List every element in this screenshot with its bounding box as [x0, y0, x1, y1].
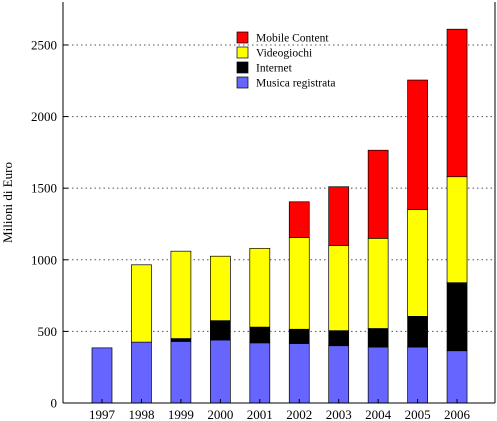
bar-segment-musica-registrata — [367, 346, 389, 404]
legend-label: Videogiochi — [256, 48, 312, 60]
bar-segment-videogiochi — [407, 209, 428, 317]
x-tick-label: 2001 — [247, 407, 273, 421]
bar-segment-internet — [407, 316, 428, 348]
bar-segment-mobile-content — [367, 149, 389, 239]
bar-segment-videogiochi — [210, 255, 231, 322]
bar-segment-musica-registrata — [328, 345, 350, 404]
x-tick-label: 2000 — [207, 407, 233, 421]
x-tick-label: 1999 — [168, 407, 194, 421]
bar-segment-videogiochi — [367, 237, 389, 329]
bar-segment-internet — [249, 326, 271, 344]
x-tick-label: 2004 — [365, 407, 392, 421]
bar-segment-musica-registrata — [446, 350, 468, 404]
bars — [91, 28, 468, 404]
bar-segment-musica-registrata — [170, 341, 192, 404]
bar-segment-videogiochi — [328, 245, 350, 332]
bar-segment-musica-registrata — [288, 343, 310, 404]
bar-segment-videogiochi — [288, 237, 310, 330]
y-axis-title: Milioni di Euro — [0, 162, 15, 243]
legend-swatch — [236, 31, 249, 44]
bar-segment-internet — [328, 330, 350, 347]
legend-label: Musica registrata — [256, 78, 336, 90]
bar-segment-musica-registrata — [91, 347, 113, 404]
x-tick-label: 1997 — [89, 407, 116, 421]
bar-segment-musica-registrata — [249, 342, 271, 404]
y-tick-label: 2000 — [31, 109, 57, 124]
bar-segment-videogiochi — [170, 250, 192, 339]
x-tick-label: 2005 — [405, 407, 431, 421]
legend: Mobile Content Videogiochi Internet Musica … — [236, 31, 336, 90]
bar-segment-mobile-content — [328, 186, 350, 246]
bar-segment-musica-registrata — [131, 341, 152, 404]
x-tick-label: 2006 — [444, 407, 471, 421]
bar-segment-videogiochi — [249, 247, 271, 328]
x-tick-label: 1998 — [128, 407, 154, 421]
bar-segment-internet — [446, 282, 468, 352]
bar-segment-videogiochi — [446, 176, 468, 284]
bar-segment-internet — [288, 328, 310, 344]
bar-segment-videogiochi — [131, 264, 152, 343]
bar-segment-internet — [170, 338, 192, 342]
tick-labels: 0 500 1000 1500 2000 2500 1997 1998 1999 2000 2001… — [31, 37, 471, 421]
bar-segment-musica-registrata — [210, 339, 231, 404]
bar-segment-internet — [210, 320, 231, 341]
legend-swatch — [236, 61, 249, 74]
y-tick-label: 0 — [51, 396, 58, 411]
bar-segment-mobile-content — [446, 28, 468, 178]
legend-label: Internet — [256, 63, 293, 75]
bar-segment-mobile-content — [288, 201, 310, 238]
y-tick-label: 1500 — [31, 181, 57, 196]
y-tick-label: 500 — [38, 324, 58, 339]
y-tick-label: 1000 — [31, 252, 57, 267]
bar-segment-musica-registrata — [407, 346, 428, 404]
y-tick-label: 2500 — [31, 37, 57, 52]
bar-segment-internet — [367, 328, 389, 348]
legend-swatch — [236, 76, 249, 89]
x-tick-label: 2002 — [286, 407, 312, 421]
axes — [62, 2, 496, 404]
x-tick-label: 2003 — [326, 407, 352, 421]
legend-swatch — [236, 46, 249, 59]
legend-label: Mobile Content — [256, 33, 329, 45]
bar-segment-mobile-content — [407, 79, 428, 211]
